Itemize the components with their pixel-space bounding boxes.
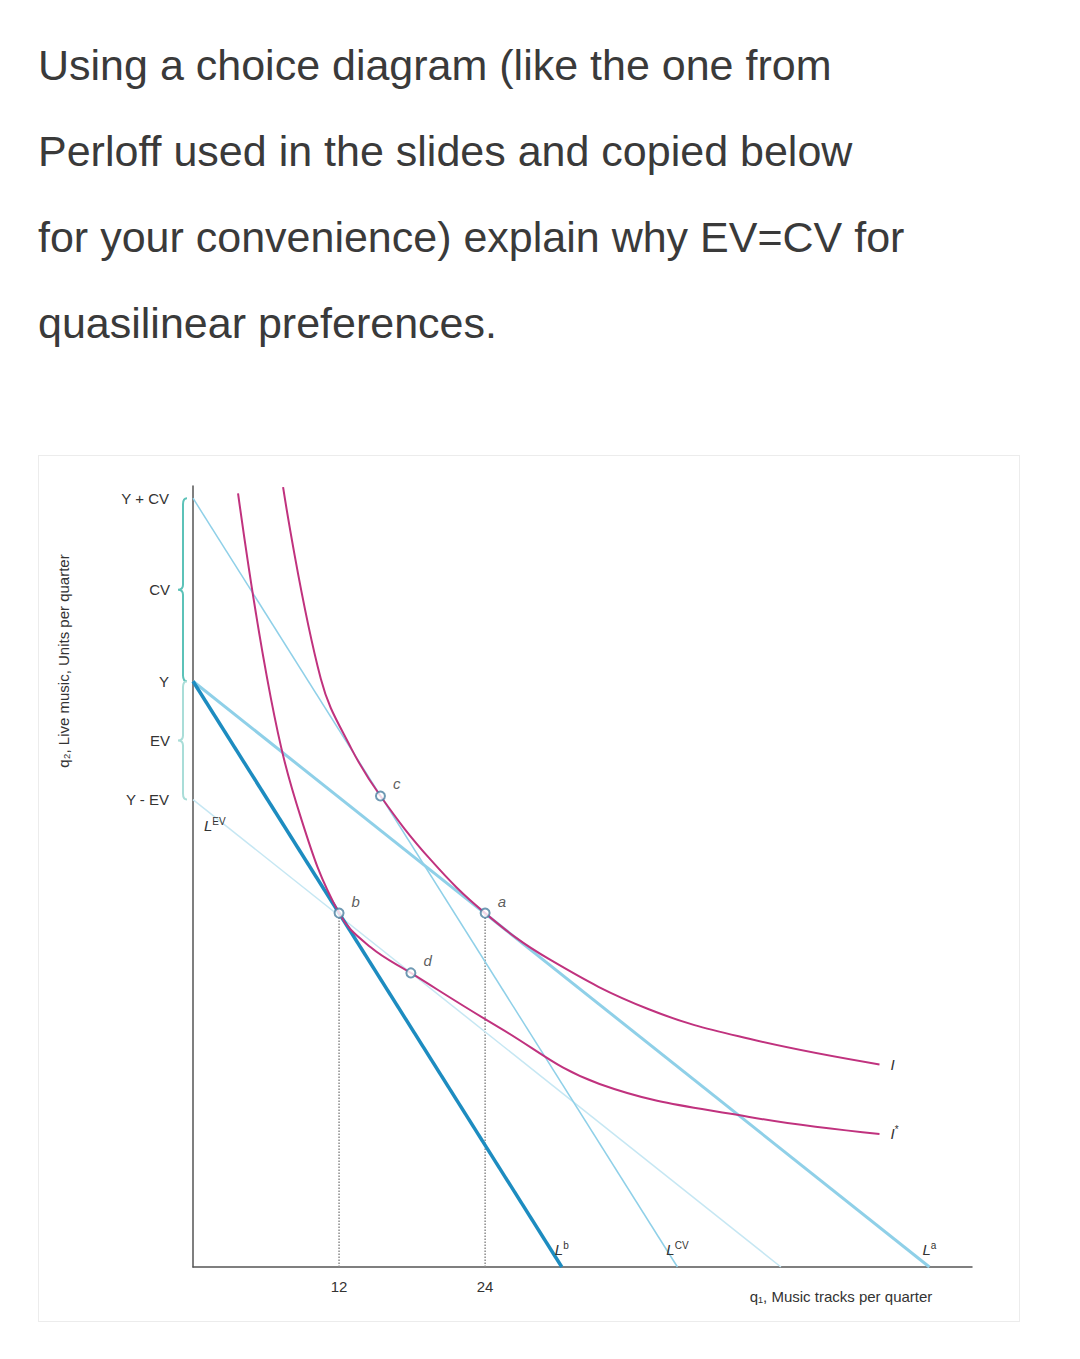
svg-text:CV: CV xyxy=(149,581,170,598)
svg-text:b: b xyxy=(563,1240,569,1251)
svg-text:I: I xyxy=(890,1125,895,1143)
svg-text:EV: EV xyxy=(150,732,170,749)
html-text:Using a choice diagram (like t: Using a choice diagram (like the one fro… xyxy=(38,41,832,89)
html-text:for your convenience) explain: for your convenience) explain why EV=CV … xyxy=(38,213,905,261)
svg-text:Y - EV: Y - EV xyxy=(126,791,169,808)
svg-text:Y + CV: Y + CV xyxy=(121,490,169,507)
svg-text:Y: Y xyxy=(159,673,169,690)
svg-text:*: * xyxy=(895,1124,899,1135)
svg-text:b: b xyxy=(352,893,360,910)
svg-text:12: 12 xyxy=(331,1278,348,1295)
svg-text:q₁, Music tracks per quarter: q₁, Music tracks per quarter xyxy=(750,1288,933,1305)
svg-text:c: c xyxy=(393,775,401,792)
html-text:quasilinear preferences.: quasilinear preferences. xyxy=(38,299,497,347)
svg-text:L: L xyxy=(666,1241,674,1258)
svg-text:L: L xyxy=(555,1241,563,1258)
svg-text:CV: CV xyxy=(675,1240,689,1251)
svg-text:a: a xyxy=(498,893,506,910)
svg-text:L: L xyxy=(922,1241,930,1258)
svg-text:EV: EV xyxy=(212,816,226,827)
svg-text:I: I xyxy=(890,1056,894,1073)
svg-text:a: a xyxy=(931,1240,937,1251)
svg-text:24: 24 xyxy=(477,1278,494,1295)
svg-text:L: L xyxy=(204,817,212,834)
svg-text:d: d xyxy=(423,952,432,969)
svg-text:q₂, Live music, Units per quar: q₂, Live music, Units per quarter xyxy=(55,554,72,767)
html-text:Perloff used in the slides and: Perloff used in the slides and copied be… xyxy=(38,127,853,175)
